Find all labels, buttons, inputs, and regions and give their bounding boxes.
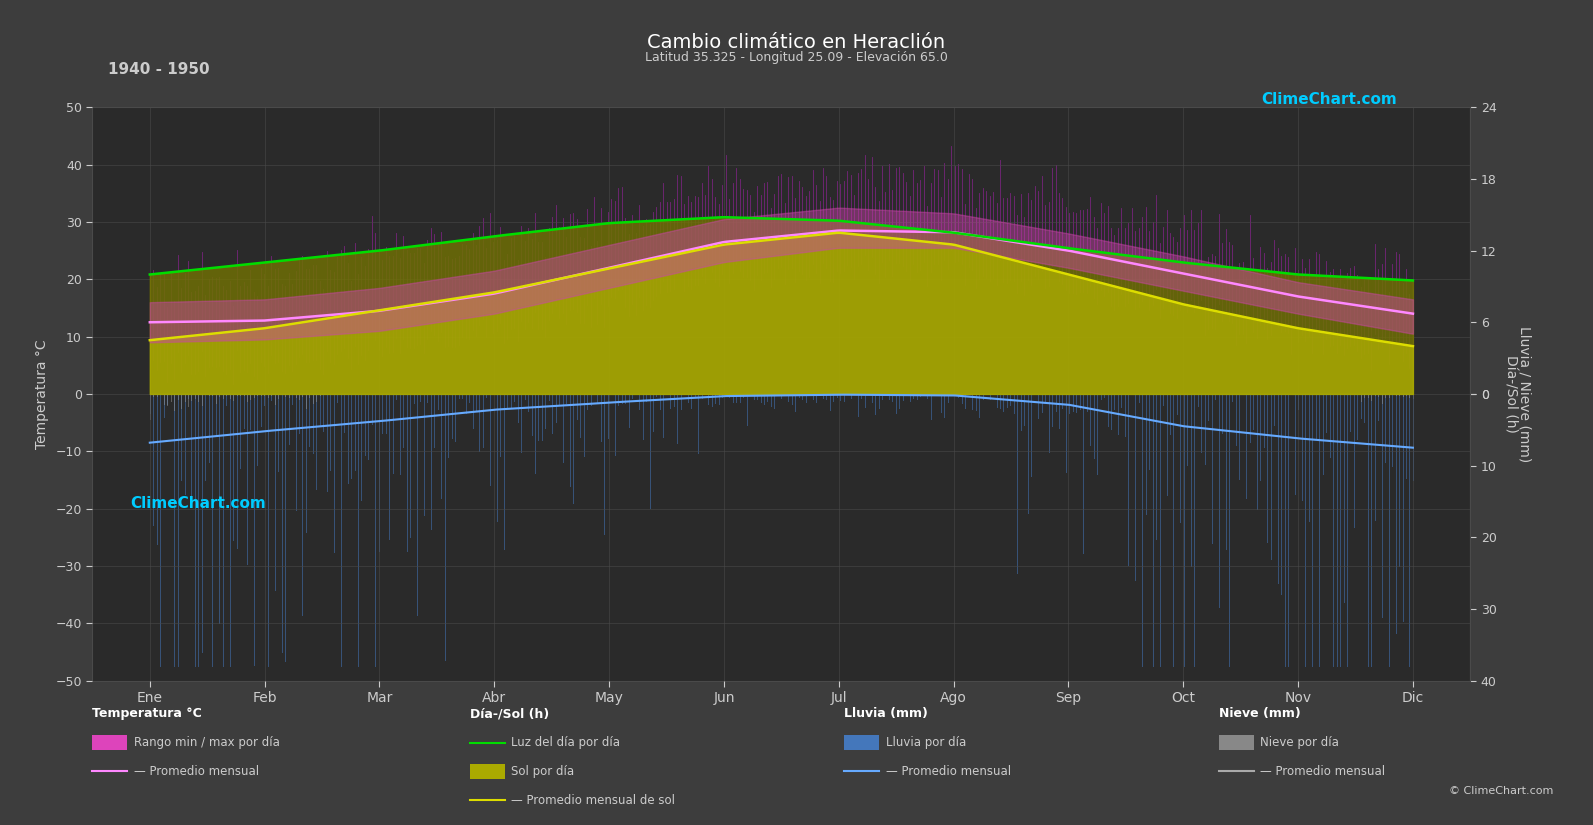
Text: ClimeChart.com: ClimeChart.com	[131, 496, 266, 511]
Text: Temperatura °C: Temperatura °C	[92, 707, 202, 720]
Text: — Promedio mensual: — Promedio mensual	[134, 765, 260, 778]
Text: Cambio climático en Heraclión: Cambio climático en Heraclión	[647, 33, 946, 52]
Text: Sol por día: Sol por día	[511, 765, 575, 778]
Text: Nieve por día: Nieve por día	[1260, 736, 1340, 749]
Text: Luz del día por día: Luz del día por día	[511, 736, 620, 749]
Text: — Promedio mensual: — Promedio mensual	[886, 765, 1012, 778]
Text: 1940 - 1950: 1940 - 1950	[108, 62, 210, 77]
Text: Nieve (mm): Nieve (mm)	[1219, 707, 1300, 720]
Text: Rango min / max por día: Rango min / max por día	[134, 736, 280, 749]
Text: — Promedio mensual: — Promedio mensual	[1260, 765, 1386, 778]
Y-axis label: Día-/Sol (h): Día-/Sol (h)	[1504, 355, 1518, 433]
Text: ClimeChart.com: ClimeChart.com	[1262, 92, 1397, 106]
Y-axis label: Lluvia / Nieve (mm): Lluvia / Nieve (mm)	[1518, 326, 1531, 462]
Text: Día-/Sol (h): Día-/Sol (h)	[470, 707, 550, 720]
Text: Lluvia por día: Lluvia por día	[886, 736, 965, 749]
Text: © ClimeChart.com: © ClimeChart.com	[1448, 786, 1553, 796]
Text: — Promedio mensual de sol: — Promedio mensual de sol	[511, 794, 675, 807]
Text: Latitud 35.325 - Longitud 25.09 - Elevación 65.0: Latitud 35.325 - Longitud 25.09 - Elevac…	[645, 51, 948, 64]
Y-axis label: Temperatura °C: Temperatura °C	[35, 339, 48, 449]
Text: Lluvia (mm): Lluvia (mm)	[844, 707, 929, 720]
